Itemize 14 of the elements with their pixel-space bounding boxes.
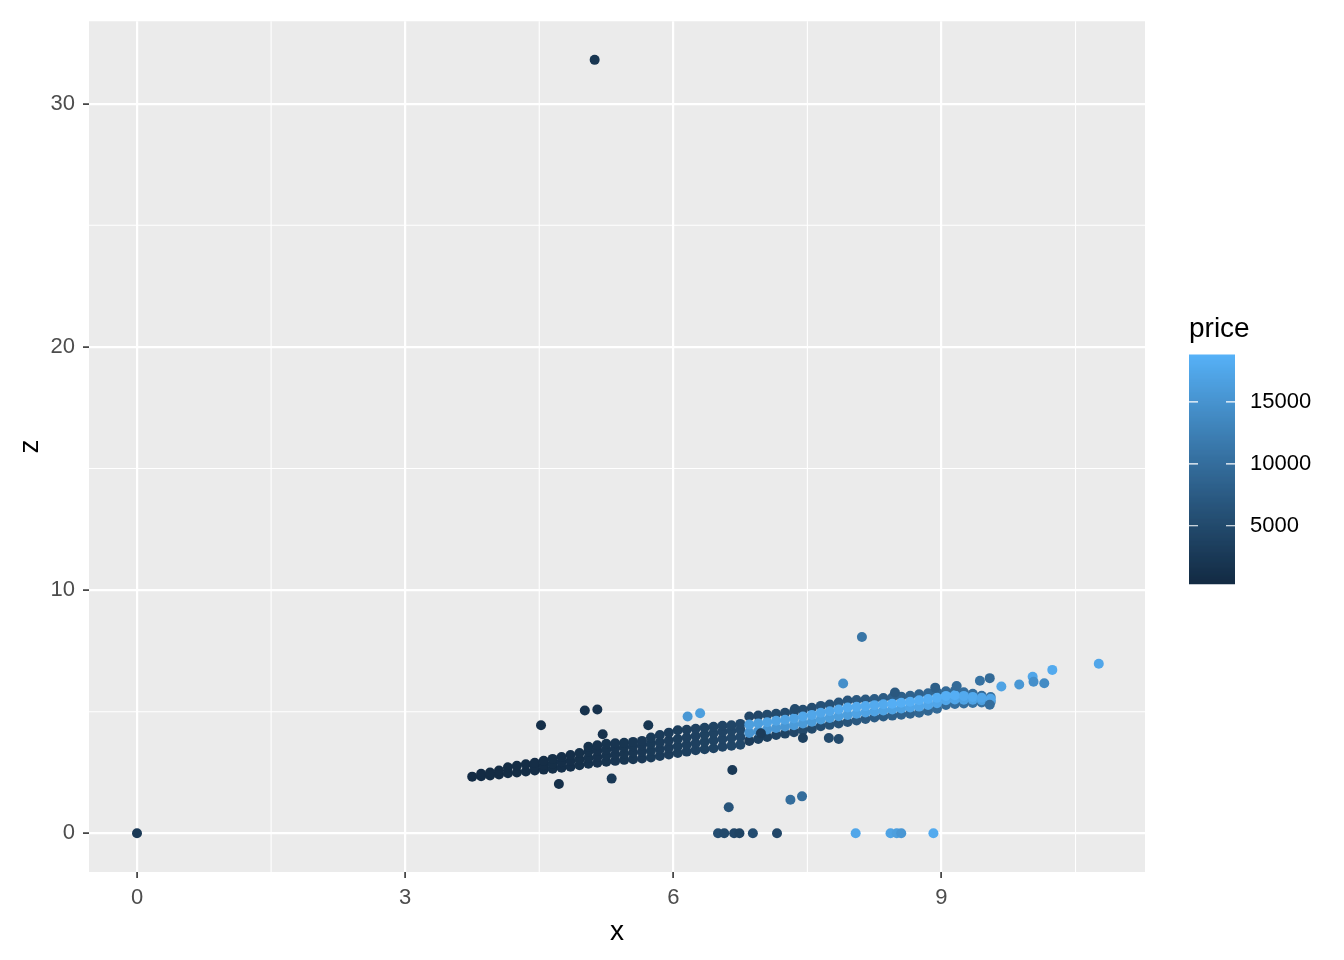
y-tick-label: 20 (50, 332, 75, 358)
x-tick-label: 0 (130, 884, 144, 910)
color-bar-label: 5000 (1250, 511, 1299, 537)
color-bar-label: 10000 (1250, 449, 1312, 475)
x-tick-label: 6 (667, 884, 680, 910)
color-bar-title: price (1189, 311, 1250, 343)
y-tick-label: 10 (50, 576, 75, 602)
color-bar-label: 15000 (1250, 387, 1312, 413)
y-tick-label: 30 (50, 89, 75, 115)
x-tick-label: 3 (399, 884, 412, 910)
x-tick-label: 9 (935, 884, 948, 910)
y-tick-label: 0 (62, 819, 75, 845)
x-axis-title: x (610, 914, 624, 946)
y-axis-title: z (12, 439, 44, 454)
